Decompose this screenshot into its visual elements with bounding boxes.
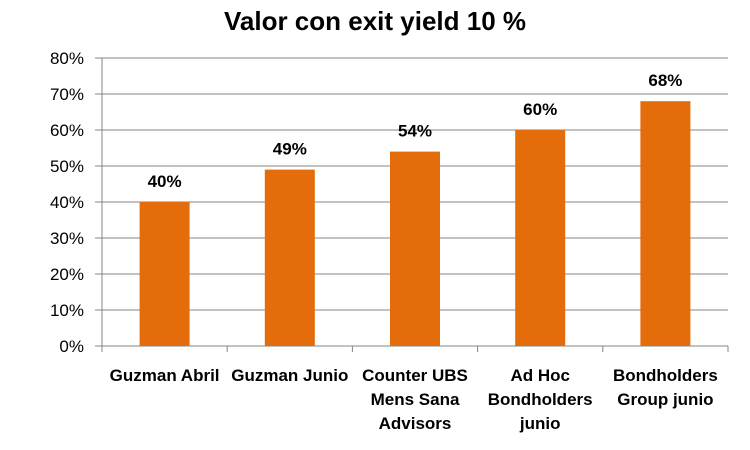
x-category-label: Ad Hoc Bondholders junio (488, 366, 593, 433)
bar (515, 130, 566, 346)
data-label: 60% (523, 100, 557, 119)
bar (264, 169, 315, 346)
y-tick-label: 20% (50, 265, 84, 284)
x-category-label-line: Guzman Junio (231, 366, 348, 385)
y-tick-label: 80% (50, 49, 84, 68)
x-category-label-line: Advisors (379, 414, 452, 433)
x-category-label-line: Bondholders (488, 390, 593, 409)
bar (139, 202, 190, 346)
y-tick-label: 40% (50, 193, 84, 212)
data-label: 68% (648, 71, 682, 90)
x-category-label-line: junio (519, 414, 561, 433)
data-label: 54% (398, 122, 432, 141)
y-tick-label: 50% (50, 157, 84, 176)
y-tick-label: 30% (50, 229, 84, 248)
x-category-label: Counter UBS Mens Sana Advisors (362, 366, 468, 433)
data-label: 49% (273, 140, 307, 159)
x-category-label-line: Bondholders (613, 366, 718, 385)
y-tick-label: 60% (50, 121, 84, 140)
bar (640, 101, 691, 346)
x-category-label: Guzman Abril (110, 366, 220, 385)
y-tick-label: 70% (50, 85, 84, 104)
x-category-label: Guzman Junio (231, 366, 348, 385)
x-category-label-line: Group junio (617, 390, 713, 409)
x-category-label-line: Mens Sana (371, 390, 460, 409)
x-category-label-line: Counter UBS (362, 366, 468, 385)
bar (390, 151, 440, 346)
y-tick-label: 0% (59, 337, 84, 356)
x-category-label-line: Ad Hoc (510, 366, 570, 385)
x-category-label: Bondholders Group junio (613, 366, 718, 409)
y-tick-label: 10% (50, 301, 84, 320)
data-label: 40% (148, 172, 182, 191)
x-category-label-line: Guzman Abril (110, 366, 220, 385)
chart-title: Valor con exit yield 10 % (223, 6, 527, 36)
